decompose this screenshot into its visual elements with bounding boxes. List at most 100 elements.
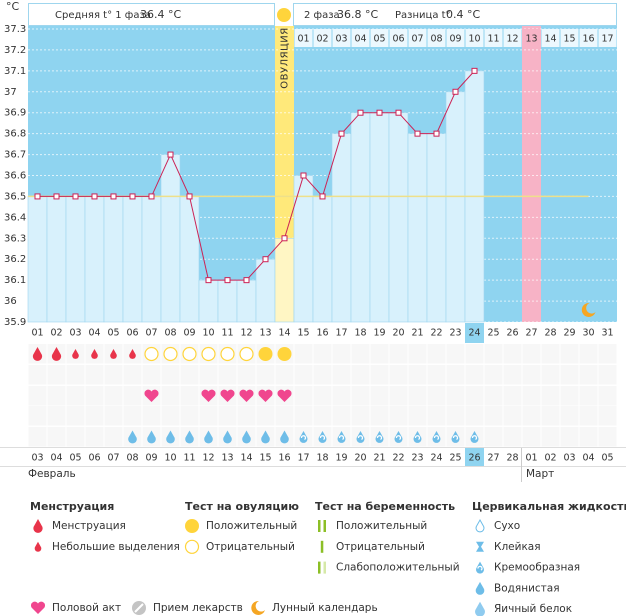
date-label: 23 (411, 453, 423, 464)
circle (201, 346, 216, 362)
cervical-icon (166, 430, 175, 444)
date-label: 22 (392, 453, 404, 464)
drop (51, 347, 62, 361)
phase2-day-label: 05 (373, 34, 385, 45)
x-tick-label: 27 (525, 328, 537, 339)
symbol-cell (199, 365, 218, 385)
symbol-cell (294, 386, 313, 406)
circle (277, 347, 292, 361)
y-tick-label: 37 (4, 87, 17, 98)
drop (470, 431, 479, 443)
symbol-cell (28, 406, 47, 426)
cervical-icon (375, 431, 384, 443)
legend-heading: Тест на овуляцию (185, 500, 299, 513)
symbol-cell (47, 406, 66, 426)
symbol-cell (218, 365, 237, 385)
cervical-icon (394, 431, 403, 443)
date-label: 15 (259, 453, 271, 464)
symbol-cell (256, 365, 275, 385)
temperature-bar (331, 133, 352, 323)
drop (110, 349, 117, 359)
phase2-day-label: 11 (487, 34, 499, 45)
temperature-bar (141, 196, 162, 323)
temperature-point (91, 193, 98, 200)
symbol-cell (104, 386, 123, 406)
symbol-cell (351, 386, 370, 406)
x-tick-label: 29 (563, 328, 575, 339)
drop (204, 430, 213, 444)
symbol-cell (28, 365, 47, 385)
symbol-cell (237, 406, 256, 426)
symbol-cell (579, 406, 598, 426)
symbol-cell (598, 344, 617, 364)
curl (477, 565, 483, 571)
header-box (28, 3, 275, 26)
x-tick-label: 12 (240, 328, 252, 339)
circle (239, 346, 254, 362)
legend-label: Сухо (494, 520, 520, 532)
y-tick-label: 36.8 (4, 129, 26, 140)
date-label: 24 (430, 453, 442, 464)
symbol-cell (389, 386, 408, 406)
symbol-cell (579, 344, 598, 364)
x-tick-label: 21 (411, 328, 423, 339)
cervical-icon (413, 431, 422, 443)
symbol-cell (579, 427, 598, 447)
symbol-cell (522, 344, 541, 364)
symbol-cell (446, 365, 465, 385)
phase2-day-label: 14 (544, 34, 556, 45)
circle (163, 346, 178, 362)
legend-icon (475, 518, 485, 533)
date-label: 17 (297, 453, 309, 464)
symbol-cell (560, 406, 579, 426)
date-label: 10 (164, 453, 176, 464)
symbol-cell (389, 406, 408, 426)
bar (318, 520, 321, 532)
cervical-icon (451, 431, 460, 443)
date-label: 03 (563, 453, 575, 464)
symbol-cell (522, 406, 541, 426)
cervical-icon (147, 430, 156, 444)
symbol-cell (275, 365, 294, 385)
phase2-label: 2 фаза (304, 10, 340, 21)
ovulation_test-icon (182, 346, 197, 362)
intercourse-icon (277, 389, 292, 402)
legend-icon (251, 600, 265, 615)
drop (91, 349, 98, 359)
x-tick-label: 10 (202, 328, 214, 339)
symbol-cell (560, 365, 579, 385)
legend-label: Лунный календарь (272, 602, 378, 614)
temperature-point (357, 109, 364, 116)
symbol-cell (484, 344, 503, 364)
drop (242, 430, 251, 444)
legend-heading: Тест на беременность (315, 500, 455, 513)
temperature-point (186, 193, 193, 200)
symbol-cell (503, 406, 522, 426)
circle (258, 347, 273, 361)
drop (337, 431, 346, 443)
phase2-day-cell (370, 29, 389, 47)
curl (452, 435, 459, 441)
temperature-point (376, 109, 383, 116)
legend-icon (320, 540, 324, 553)
symbol-cell (332, 406, 351, 426)
heart (239, 389, 254, 402)
symbol-cell (180, 386, 199, 406)
drop (166, 430, 175, 444)
date-label: 05 (69, 453, 81, 464)
temperature-line (37, 70, 475, 281)
symbol-cell (85, 386, 104, 406)
intercourse-icon (258, 389, 273, 402)
drop (451, 431, 460, 443)
date-label: 07 (107, 453, 119, 464)
x-tick-label: 01 (31, 328, 43, 339)
date-label: 02 (544, 453, 556, 464)
legend-icon (132, 601, 146, 615)
symbol-cell (351, 365, 370, 385)
symbol-cell (408, 365, 427, 385)
legend-icon (476, 561, 484, 574)
temperature-bar (407, 133, 428, 323)
cervical-icon (128, 430, 137, 444)
y-tick-label: 37.3 (4, 24, 26, 35)
temperature-point (167, 151, 174, 158)
